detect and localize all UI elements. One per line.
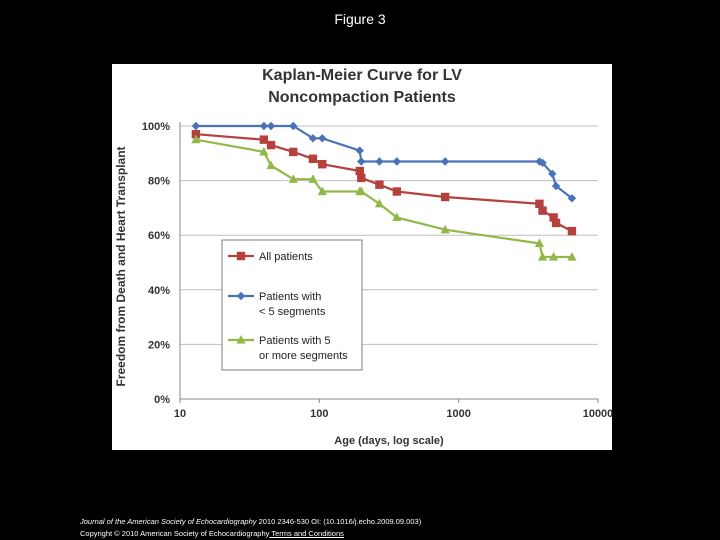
x-tick-label: 10 (174, 408, 186, 420)
data-point-ge5 (548, 252, 559, 261)
chart-title-line: Noncompaction Patients (268, 89, 456, 106)
legend-label-ge5: Patients with 5 (259, 335, 331, 347)
data-point-lt5 (191, 121, 201, 131)
data-point-lt5 (289, 121, 298, 131)
x-tick-label: 100 (310, 408, 328, 420)
data-point-lt5 (538, 158, 547, 168)
x-tick-label: 1000 (446, 408, 470, 420)
data-point-ge5 (440, 224, 450, 234)
data-point-all (567, 226, 577, 236)
data-point-lt5 (440, 157, 450, 166)
data-point-all (266, 140, 276, 150)
data-point-ge5 (567, 252, 577, 261)
y-tick-label: 0% (154, 394, 170, 406)
data-point-ge5 (392, 212, 402, 222)
data-point-all (357, 173, 366, 183)
legend-label-lt5: Patients with (259, 291, 321, 303)
data-point-lt5 (357, 157, 366, 166)
series-line-ge5 (195, 138, 572, 259)
series-line-lt5 (195, 124, 573, 200)
legend-marker-all (236, 251, 246, 261)
data-point-all (440, 192, 450, 202)
data-point-lt5 (375, 157, 384, 166)
data-point-ge5 (537, 252, 548, 261)
data-point-ge5 (288, 174, 298, 183)
data-point-all (549, 213, 558, 222)
data-point-lt5 (567, 194, 577, 203)
terms-link[interactable]: Terms and Conditions (269, 529, 344, 538)
y-tick-label: 80% (148, 176, 170, 188)
legend-marker-lt5 (236, 291, 246, 301)
copyright-text: Copyright © 2010 American Society of Ech… (80, 529, 270, 538)
data-point-all (289, 147, 298, 157)
citation-footer: Journal of the American Society of Echoc… (80, 516, 421, 540)
data-point-ge5 (534, 238, 545, 247)
data-point-lt5 (535, 157, 544, 166)
data-point-all (308, 154, 318, 163)
legend-marker-ge5 (236, 335, 246, 344)
data-point-ge5 (266, 160, 276, 170)
data-point-ge5 (259, 146, 269, 156)
data-point-ge5 (356, 186, 366, 196)
data-point-all (535, 199, 544, 209)
x-tick-label: 10000 (583, 408, 612, 420)
legend-box (221, 239, 363, 371)
x-axis-label: Age (days, log scale) (334, 435, 444, 447)
data-point-all (392, 187, 402, 196)
data-point-all (259, 135, 269, 144)
journal-name: Journal of the American Society of Echoc… (80, 517, 257, 526)
km-chart: Kaplan-Meier Curve for LV Noncompaction P… (114, 67, 612, 447)
data-point-all (355, 166, 364, 176)
data-point-ge5 (374, 198, 385, 208)
data-point-all (551, 218, 561, 228)
data-point-ge5 (317, 186, 327, 196)
y-tick-label: 60% (148, 230, 170, 242)
chart-title-line: Kaplan-Meier Curve for LV (262, 67, 462, 84)
data-point-all (375, 180, 384, 189)
data-point-all (191, 129, 201, 139)
data-point-ge5 (308, 174, 318, 183)
series-line-all (195, 133, 573, 233)
data-point-all (538, 206, 547, 215)
data-point-all (318, 160, 327, 169)
data-point-ge5 (191, 134, 201, 144)
y-tick-label: 40% (148, 285, 170, 297)
chart-panel: Kaplan-Meier Curve for LV Noncompaction P… (112, 64, 612, 450)
figure-label: Figure 3 (334, 11, 386, 27)
data-point-lt5 (392, 157, 402, 166)
legend-label-lt5: < 5 segments (259, 306, 326, 318)
citation-line: Journal of the American Society of Echoc… (80, 516, 421, 528)
legend-label-all: All patients (259, 251, 313, 263)
legend-label-ge5: or more segments (259, 350, 348, 362)
citation-text: 2010 2346-530 OI: (10.1016/j.echo.2009.0… (256, 517, 422, 526)
data-point-lt5 (266, 121, 276, 131)
data-point-lt5 (318, 134, 327, 143)
data-point-lt5 (355, 146, 364, 155)
data-point-lt5 (259, 121, 269, 131)
y-tick-label: 20% (148, 339, 170, 351)
y-axis-label: Freedom from Death and Heart Transplant (114, 146, 128, 386)
copyright-line: Copyright © 2010 American Society of Ech… (80, 528, 421, 540)
y-tick-label: 100% (142, 121, 170, 133)
